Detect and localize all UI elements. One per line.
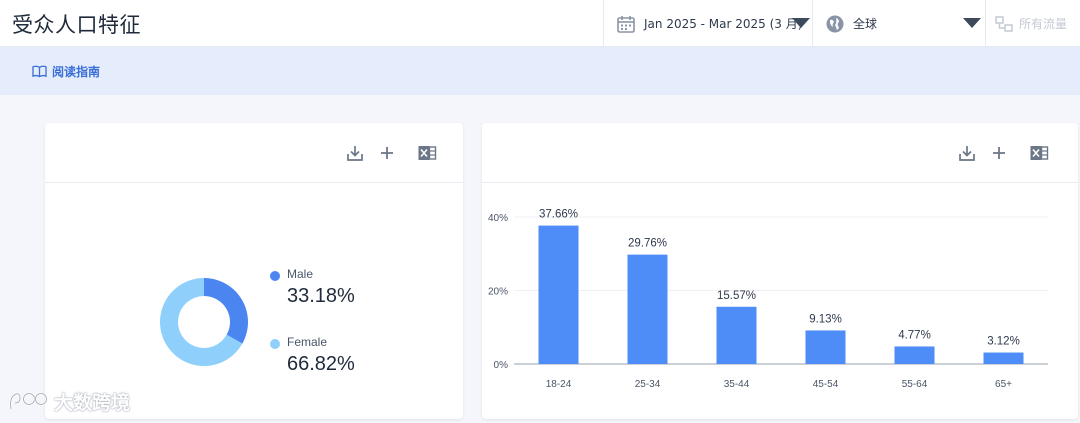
chevron-down-icon [792,18,810,28]
traffic-icon [995,15,1013,32]
bar-45-54 [805,330,846,364]
data-label: 4.77% [898,329,931,341]
data-label: 15.57% [717,290,756,302]
book-icon [32,65,47,77]
gender-card: Male 33.18% Female 66.82% [45,123,463,419]
reading-guide-link[interactable]: 阅读指南 [52,64,101,79]
date-range-dropdown[interactable]: Jan 2025 - Mar 2025 (3 月) [604,0,813,47]
x-tick-label: 25-34 [635,379,661,390]
age-card: 0% 20% 40% 37.66% 18-24 29.76% 25-34 15.57% 35-4… [482,123,1078,419]
male-dot [270,271,280,281]
divider [812,0,813,47]
divider [985,0,986,47]
page-title: 受众人口特征 [12,13,141,37]
watermark-text: 大数跨境 [54,392,131,414]
bar-25-34 [627,254,668,364]
bar-55-64 [894,346,935,364]
gender-donut-chart [160,278,248,366]
x-tick-label: 45-54 [813,379,839,390]
traffic-filter[interactable]: 所有流量 [986,0,1080,47]
region-dropdown[interactable]: 全球 [813,0,985,47]
guide-bar: 阅读指南 [0,47,1080,95]
bar-65+ [983,352,1024,364]
y-tick-label: 20% [488,287,508,298]
watermark: 大数跨境 [8,388,130,415]
calendar-icon [617,15,635,33]
female-dot [270,339,280,349]
data-label: 37.66% [539,209,578,221]
globe-icon [826,15,844,32]
add-icon[interactable] [377,143,397,163]
logo-icon [9,391,48,409]
top-bar: 受众人口特征 Jan 2025 - Mar 2025 (3 月) 全球 所 [0,0,1080,47]
female-label: Female [287,335,328,349]
bar-35-44 [716,306,757,364]
data-label: 9.13% [809,313,842,325]
x-tick-label: 55-64 [902,379,928,390]
y-tick-label: 40% [488,213,508,224]
traffic-value: 所有流量 [1019,17,1068,31]
y-tick-label: 0% [494,360,509,371]
male-label: Male [287,267,314,281]
date-range-value: Jan 2025 - Mar 2025 (3 月) [644,17,803,31]
donut-slice-female [160,278,243,366]
donut-slice-male [204,278,248,344]
add-icon[interactable] [989,143,1009,163]
data-label: 3.12% [987,336,1020,348]
download-icon[interactable] [345,143,365,163]
x-tick-label: 65+ [995,379,1012,390]
card-header [45,123,463,183]
region-value: 全球 [853,17,878,31]
card-header [482,123,1078,183]
excel-icon[interactable] [1029,143,1049,163]
female-percentage: 66.82% [287,353,355,375]
x-tick-label: 35-44 [724,379,750,390]
age-bar-chart: 0% 20% 40% 37.66% 18-24 29.76% 25-34 15.57% 35-4… [488,209,1048,390]
data-label: 29.76% [628,238,667,250]
x-tick-label: 18-24 [546,379,572,390]
download-icon[interactable] [957,143,977,163]
divider [603,0,604,47]
bar-18-24 [538,225,579,364]
chevron-down-icon [963,18,981,28]
excel-icon[interactable] [417,143,437,163]
male-percentage: 33.18% [287,285,355,307]
